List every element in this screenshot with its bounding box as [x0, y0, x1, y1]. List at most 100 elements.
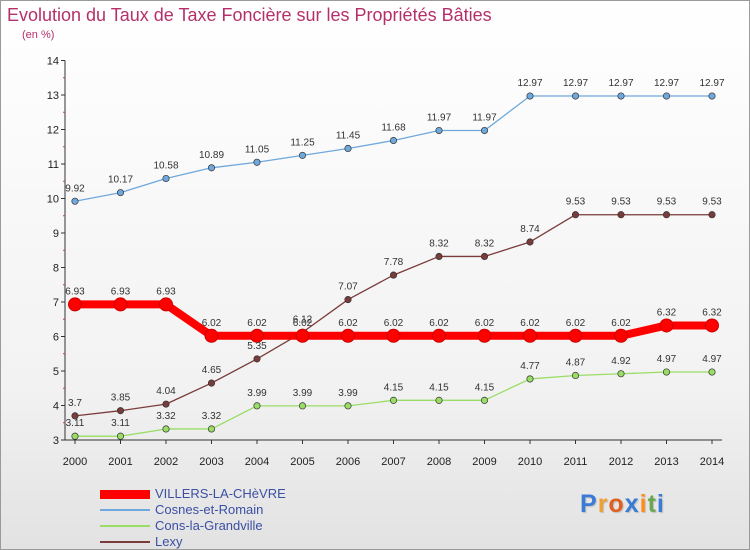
data-point	[341, 328, 355, 343]
logo-letter: P	[580, 490, 598, 518]
data-point	[526, 92, 534, 100]
data-label: 6.02	[566, 318, 586, 329]
data-label: 11.97	[472, 113, 497, 124]
data-label: 6.93	[65, 286, 85, 297]
y-tick-label: 6	[53, 332, 59, 344]
x-tick-label: 2013	[654, 456, 678, 468]
data-point	[705, 318, 719, 333]
data-label: 6.32	[657, 307, 677, 318]
data-point	[389, 136, 398, 145]
data-label: 11.68	[381, 123, 406, 134]
chart-subtitle: (en %)	[22, 29, 55, 41]
data-label: 8.74	[520, 224, 540, 235]
x-tick-label: 2007	[381, 456, 405, 468]
data-label: 6.12	[293, 314, 313, 325]
data-point	[568, 328, 583, 343]
data-point	[523, 328, 537, 343]
data-label: 12.97	[563, 78, 588, 89]
x-tick-label: 2004	[245, 456, 269, 468]
data-point	[298, 151, 307, 159]
legend-swatch	[100, 490, 150, 499]
data-point	[344, 144, 352, 153]
x-tick-label: 2005	[290, 456, 314, 468]
logo-letter: i	[656, 490, 665, 518]
data-point	[162, 425, 170, 433]
logo-letter: x	[624, 490, 640, 518]
data-label: 3.85	[111, 393, 131, 404]
data-label: 6.02	[429, 318, 449, 329]
x-tick-label: 2008	[427, 456, 451, 468]
y-tick-label: 8	[53, 263, 59, 275]
data-point	[253, 158, 261, 166]
data-label: 6.02	[338, 318, 358, 329]
data-point	[480, 126, 489, 135]
data-point	[116, 432, 125, 440]
data-point	[435, 396, 443, 404]
logo-letter: i	[639, 490, 648, 518]
data-point	[162, 174, 170, 183]
data-label: 4.65	[202, 365, 222, 376]
data-point	[617, 92, 625, 100]
data-label: 4.97	[702, 354, 722, 365]
data-point	[435, 126, 443, 135]
data-point	[207, 164, 216, 172]
data-label: 11.45	[336, 130, 361, 141]
data-label: 11.05	[245, 144, 270, 155]
data-label: 4.15	[429, 382, 449, 393]
legend-swatch	[100, 541, 150, 543]
legend-label: Cons-la-Grandville	[155, 518, 263, 533]
data-point	[386, 328, 401, 343]
legend-label: Lexy	[155, 534, 183, 549]
legend-label: VILLERS-LA-CHèVRE	[155, 486, 286, 501]
data-label: 4.97	[657, 354, 677, 365]
data-label: 11.97	[427, 113, 452, 124]
data-label: 6.02	[384, 318, 404, 329]
data-label: 6.02	[202, 318, 222, 329]
data-point	[344, 296, 352, 304]
legend-label: Cosnes-et-Romain	[155, 502, 264, 517]
data-label: 6.02	[611, 318, 631, 329]
data-label: 6.02	[247, 318, 267, 329]
data-point	[435, 252, 443, 261]
data-point	[477, 328, 492, 343]
data-point	[162, 400, 170, 408]
chart-title: Evolution du Taux de Taxe Foncière sur l…	[7, 5, 492, 25]
y-tick-label: 3	[53, 435, 59, 447]
data-point	[662, 368, 671, 376]
data-point	[295, 328, 310, 343]
data-label: 4.77	[520, 361, 540, 372]
data-label: 3.11	[111, 418, 130, 429]
data-label: 9.53	[702, 197, 722, 208]
data-label: 5.35	[247, 341, 267, 352]
data-label: 3.7	[68, 398, 82, 409]
data-point	[389, 396, 398, 404]
data-point	[298, 402, 307, 410]
y-tick-label: 7	[53, 297, 59, 309]
data-point	[116, 407, 125, 415]
data-point	[116, 189, 125, 197]
data-label: 6.02	[293, 318, 313, 329]
data-label: 6.02	[475, 318, 495, 329]
data-label: 12.97	[608, 78, 633, 89]
logo-letter: t	[647, 490, 657, 518]
data-point	[71, 412, 79, 420]
data-label: 3.99	[293, 388, 313, 399]
y-tick-label: 13	[47, 90, 59, 102]
data-label: 9.53	[566, 197, 586, 208]
data-point	[708, 92, 716, 100]
data-point	[571, 371, 580, 380]
legend-swatch	[100, 525, 150, 527]
x-tick-label: 2003	[199, 456, 223, 468]
data-point	[389, 271, 398, 279]
data-point	[207, 379, 216, 387]
logo-letter: r	[597, 490, 609, 518]
x-tick-label: 2010	[518, 456, 542, 468]
data-label: 6.93	[111, 286, 131, 297]
data-label: 6.93	[156, 286, 176, 297]
x-tick-label: 2014	[700, 456, 724, 468]
data-label: 9.53	[611, 197, 631, 208]
y-tick-label: 5	[53, 366, 59, 378]
data-label: 3.32	[202, 411, 222, 422]
data-point	[526, 238, 534, 246]
